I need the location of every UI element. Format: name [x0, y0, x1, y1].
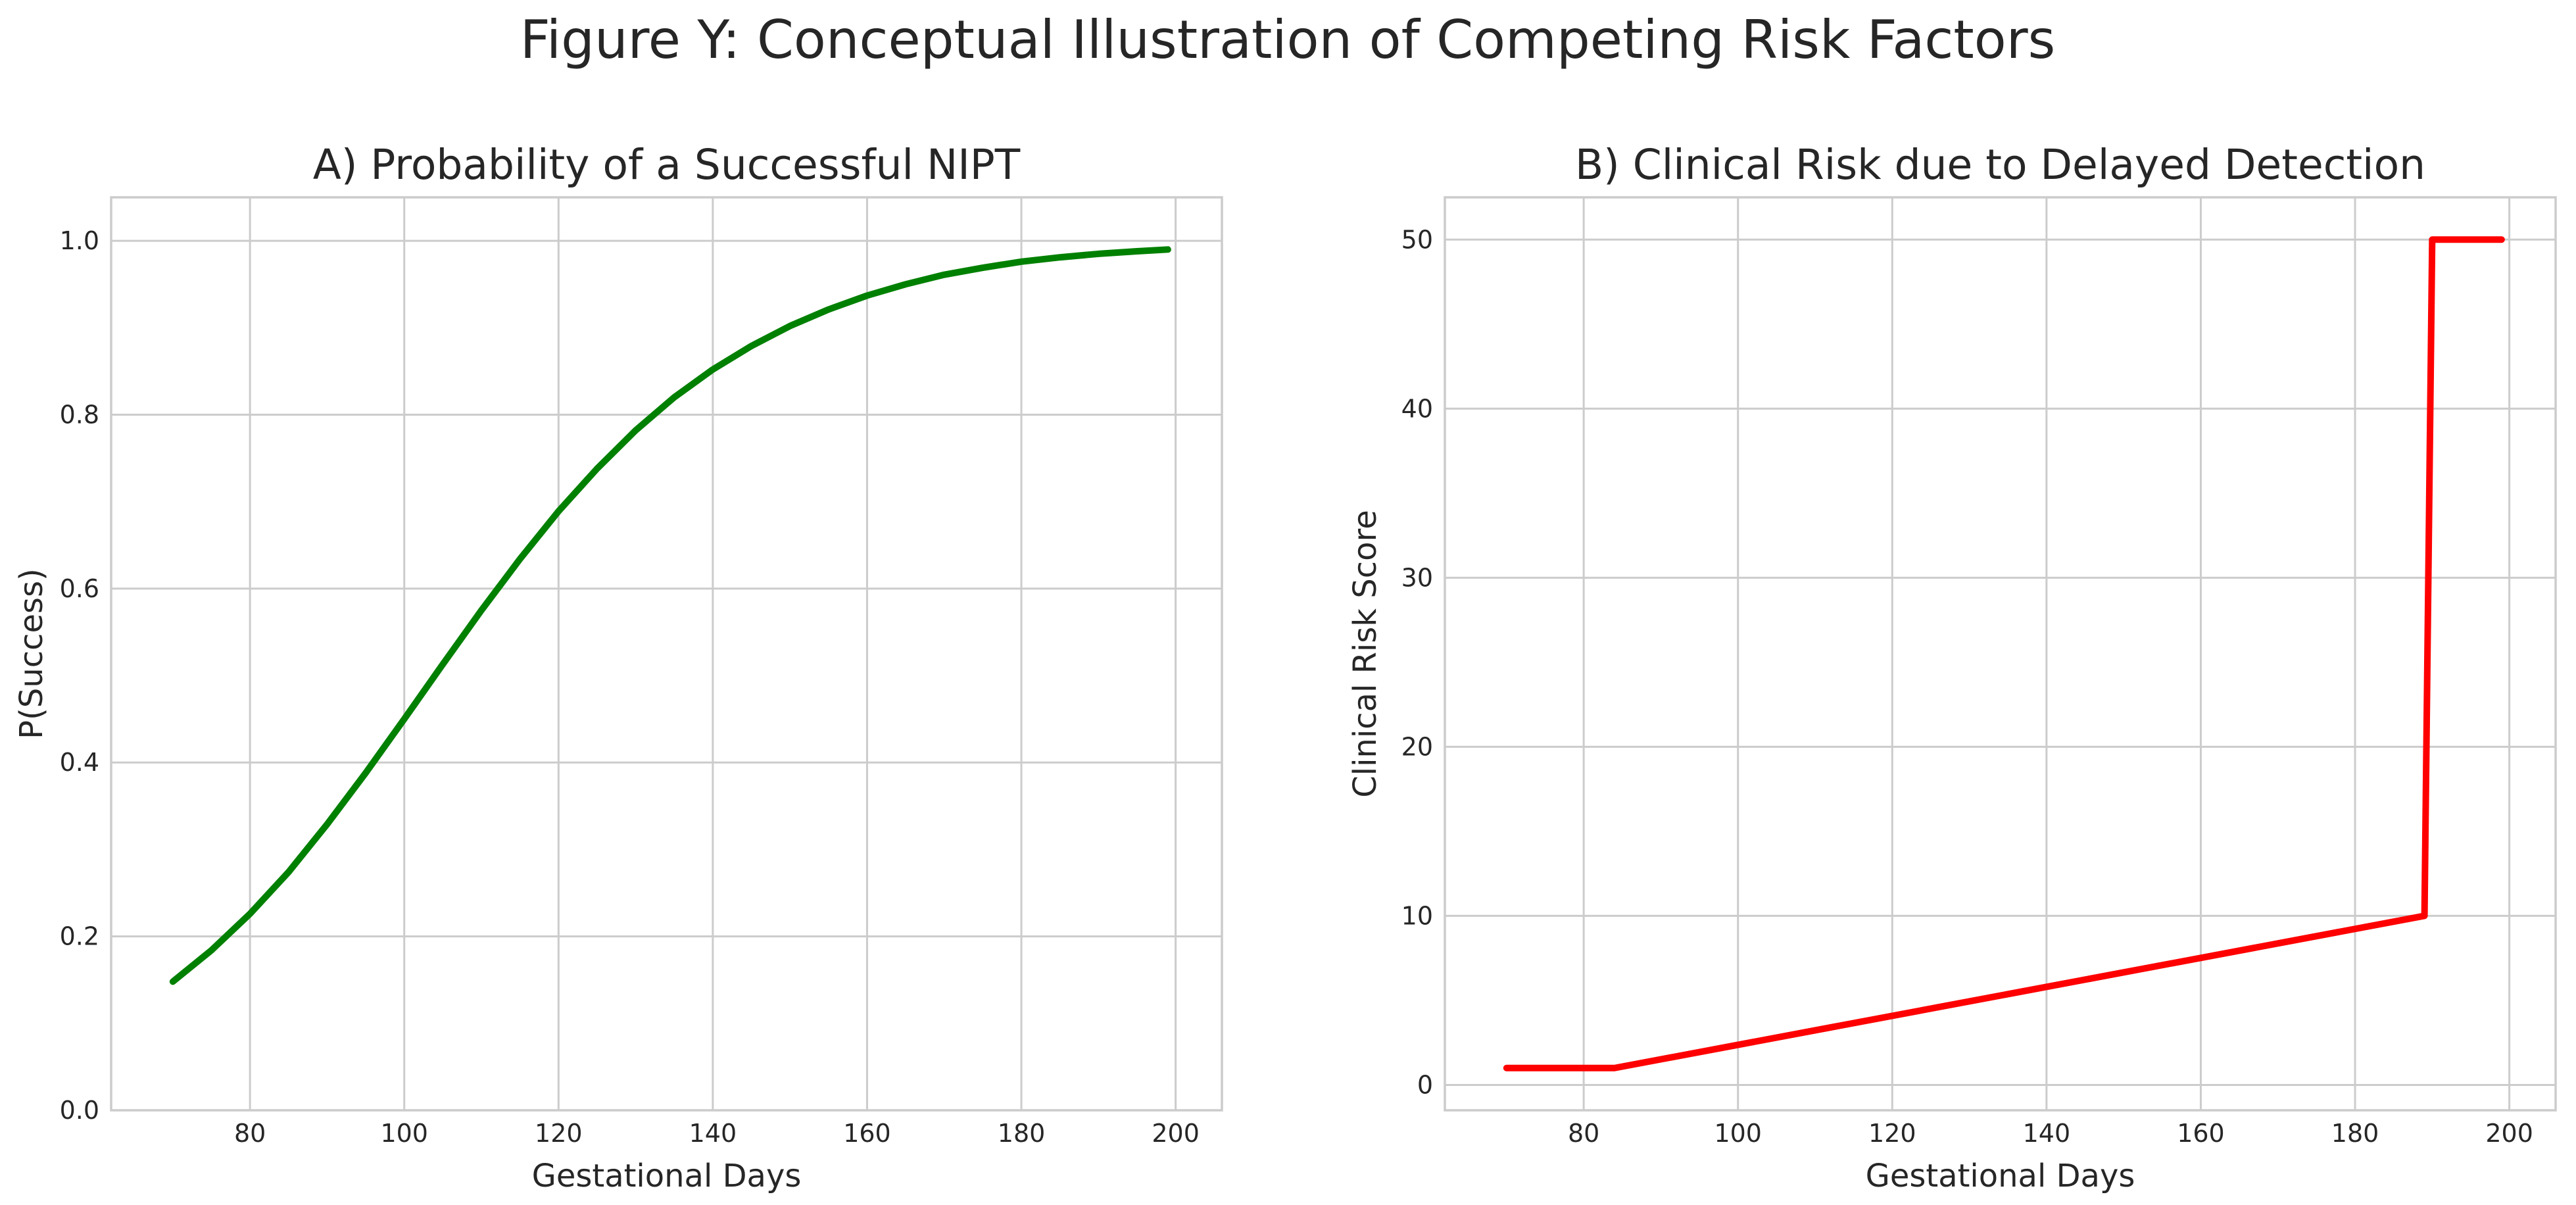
panel-a-y-tick-label: 0.4	[60, 748, 99, 777]
panel-a-x-tick-label: 100	[380, 1119, 428, 1148]
panel-b-x-tick-label: 100	[1714, 1119, 1762, 1148]
panel-a-x-tick-label: 80	[234, 1119, 266, 1148]
panel-a-y-tick-label: 0.0	[60, 1096, 99, 1125]
panel-b-y-tick-label: 10	[1401, 901, 1433, 930]
panel-a-y-axis-label: P(Success)	[13, 568, 50, 739]
panel-b-y-tick-label: 0	[1417, 1070, 1433, 1099]
panel-b-x-tick-label: 160	[2177, 1119, 2225, 1148]
panel-a-grid	[111, 197, 1222, 1112]
panel-b-x-tick-label: 140	[2023, 1119, 2071, 1148]
panel-b-x-tick-label: 180	[2331, 1119, 2379, 1148]
panel-a-x-tick-label: 160	[843, 1119, 891, 1148]
panel-a-y-tick-label: 1.0	[60, 226, 99, 255]
panel-a-x-tick-label: 180	[998, 1119, 1046, 1148]
panel-b-x-tick-label: 120	[1868, 1119, 1916, 1148]
panel-a-title: A) Probability of a Successful NIPT	[313, 141, 1021, 189]
figure-title: Figure Y: Conceptual Illustration of Com…	[520, 9, 2056, 70]
panel-b-y-tick-label: 40	[1401, 394, 1433, 423]
panel-a-x-tick-label: 120	[535, 1119, 583, 1148]
panel-b-series-line	[1503, 236, 2505, 1071]
panel-a-x-ticks: 80 100 120 140 160 180 200	[234, 1119, 1200, 1148]
panel-a-series-line	[169, 246, 1171, 985]
panel-a: 80 100 120 140 160 180 200 0.00.20.40.60.81.0 …	[13, 141, 1223, 1194]
panel-b-y-axis-label: Clinical Risk Score	[1347, 510, 1384, 798]
panel-b-x-tick-label: 80	[1568, 1119, 1599, 1148]
panel-a-x-axis-label: Gestational Days	[532, 1158, 802, 1194]
panel-b-title: B) Clinical Risk due to Delayed Detectio…	[1575, 141, 2425, 189]
panel-b-x-ticks: 80 100 120 140 160 180 200	[1568, 1119, 2533, 1148]
panel-a-y-tick-label: 0.6	[60, 574, 99, 603]
panel-b-x-axis-label: Gestational Days	[1866, 1158, 2135, 1194]
panel-b-y-tick-label: 50	[1401, 225, 1433, 254]
panel-a-x-tick-label: 200	[1152, 1119, 1200, 1148]
panel-a-lines	[169, 246, 1171, 985]
panel-b-lines	[1503, 236, 2505, 1071]
panel-b-y-tick-label: 30	[1401, 563, 1433, 592]
panel-b-x-tick-label: 200	[2485, 1119, 2533, 1148]
panel-b-y-ticks: 0 10 20 30 40 50	[1401, 225, 1433, 1099]
panel-a-frame	[110, 196, 1223, 1112]
panel-a-y-ticks: 0.0 0.2 0.4 0.6 0.8 1.0	[60, 226, 99, 1125]
panel-a-y-tick-label: 0.8	[60, 400, 99, 429]
panel-a-y-tick-label: 0.2	[60, 922, 99, 951]
panel-a-x-tick-label: 140	[689, 1119, 737, 1148]
panel-b: 80 100 120 140 160 180 200 0 10 20 30 40 50 B) Clin…	[1347, 141, 2557, 1194]
panel-b-grid	[1445, 197, 2556, 1110]
panel-b-frame	[1444, 196, 2557, 1112]
panel-b-y-tick-label: 20	[1401, 732, 1433, 761]
